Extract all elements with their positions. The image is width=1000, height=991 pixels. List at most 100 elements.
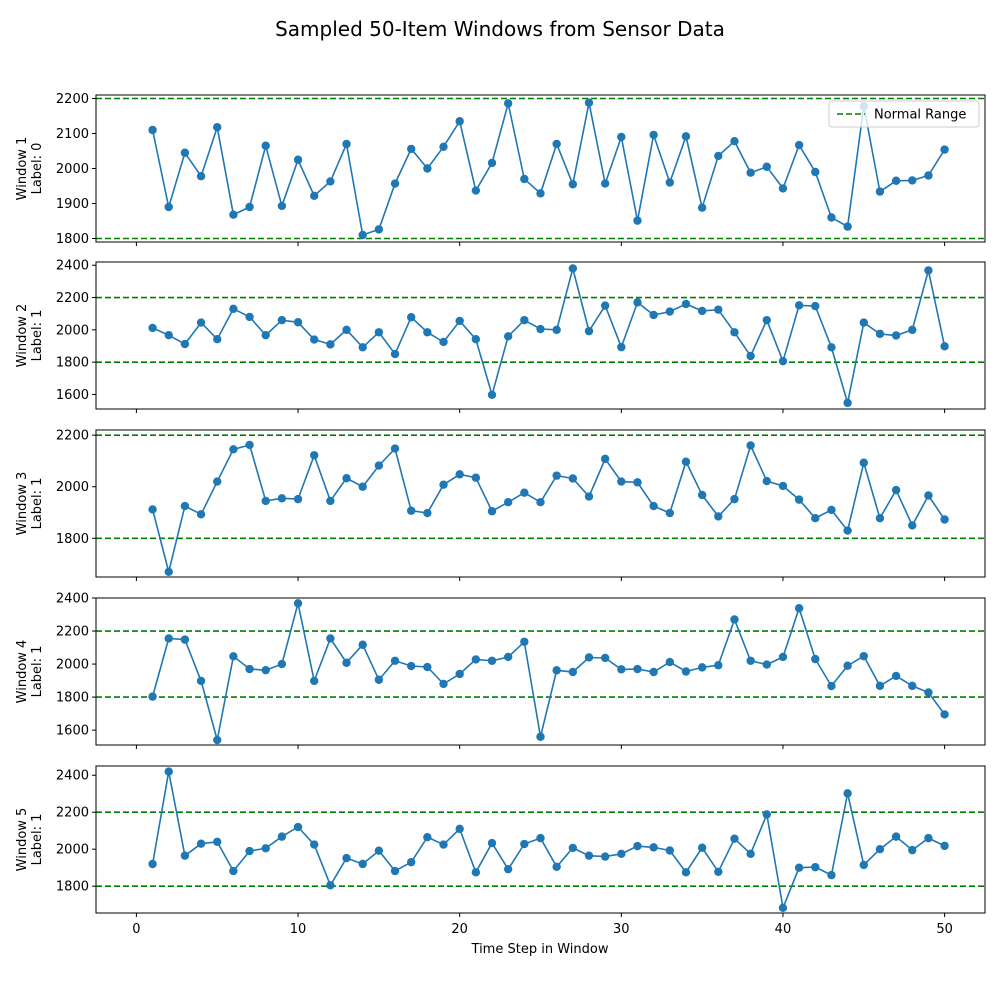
y-tick-label: 1800 bbox=[56, 232, 89, 247]
data-point bbox=[261, 141, 270, 150]
data-point bbox=[520, 839, 529, 849]
legend-box bbox=[828, 100, 980, 128]
data-point bbox=[617, 132, 626, 142]
data-point bbox=[164, 634, 173, 643]
data-point bbox=[697, 490, 707, 500]
data-point bbox=[277, 201, 287, 211]
data-point bbox=[342, 658, 351, 667]
data-point bbox=[374, 675, 384, 684]
y-tick-label: 2200 bbox=[56, 291, 89, 306]
data-point bbox=[746, 441, 755, 450]
data-point bbox=[908, 681, 917, 691]
data-point bbox=[277, 832, 287, 841]
data-point bbox=[649, 667, 658, 677]
data-point bbox=[180, 851, 190, 860]
data-point bbox=[552, 471, 561, 480]
data-point bbox=[358, 482, 367, 491]
data-point bbox=[875, 514, 885, 523]
y-axis-label-line2: Label: 0 bbox=[30, 143, 45, 195]
data-point bbox=[245, 664, 254, 674]
data-point bbox=[423, 164, 432, 173]
data-point bbox=[633, 298, 642, 307]
data-point bbox=[665, 508, 675, 518]
data-point bbox=[520, 174, 529, 184]
subplot-window-1: 1800 1900 2000 2100 2200 Window 1Label: 0 Norm… bbox=[15, 92, 986, 247]
data-point bbox=[520, 488, 529, 497]
data-point bbox=[891, 832, 901, 841]
data-point bbox=[213, 837, 222, 847]
data-point bbox=[180, 635, 190, 644]
x-tick-label: 0 bbox=[132, 922, 140, 937]
data-point bbox=[730, 834, 739, 843]
data-point bbox=[924, 266, 933, 275]
data-point bbox=[681, 868, 691, 877]
data-point bbox=[487, 158, 497, 168]
data-point bbox=[746, 656, 755, 665]
data-point bbox=[310, 840, 319, 849]
y-tick-label: 1800 bbox=[56, 880, 89, 895]
data-point bbox=[148, 323, 157, 333]
data-point bbox=[891, 485, 901, 495]
data-point bbox=[520, 315, 529, 325]
y-tick-label: 2200 bbox=[56, 625, 89, 640]
data-point bbox=[261, 665, 270, 675]
y-tick-label: 2400 bbox=[56, 769, 89, 784]
data-point bbox=[794, 301, 804, 310]
data-point bbox=[196, 172, 206, 181]
data-point bbox=[568, 264, 578, 273]
data-point bbox=[213, 735, 222, 745]
y-tick-label: 2200 bbox=[56, 429, 89, 444]
data-point bbox=[536, 324, 545, 334]
data-point bbox=[633, 664, 642, 674]
data-point bbox=[520, 637, 529, 646]
data-point bbox=[229, 866, 238, 876]
data-point bbox=[293, 822, 303, 832]
y-tick-label: 2000 bbox=[56, 480, 89, 495]
data-point bbox=[681, 457, 691, 466]
data-point bbox=[342, 139, 351, 149]
data-point bbox=[762, 476, 771, 486]
data-point bbox=[714, 661, 723, 670]
data-point bbox=[245, 440, 254, 450]
data-point bbox=[439, 679, 448, 689]
data-point bbox=[164, 202, 173, 212]
data-point bbox=[196, 510, 206, 519]
data-point bbox=[843, 789, 852, 798]
data-point bbox=[277, 315, 287, 325]
data-point bbox=[374, 461, 384, 470]
data-point bbox=[148, 859, 157, 869]
data-point bbox=[390, 349, 400, 359]
data-point bbox=[843, 526, 852, 535]
data-point bbox=[439, 840, 448, 849]
data-point bbox=[568, 667, 578, 677]
data-point bbox=[908, 521, 917, 530]
data-point bbox=[164, 567, 173, 577]
data-point bbox=[908, 176, 917, 185]
data-point bbox=[811, 301, 820, 311]
x-tick-label: 50 bbox=[936, 922, 953, 937]
data-point bbox=[584, 653, 594, 662]
data-point bbox=[584, 326, 594, 336]
data-point bbox=[536, 833, 545, 843]
data-point bbox=[358, 230, 367, 240]
data-point bbox=[811, 167, 820, 177]
data-point bbox=[261, 844, 270, 853]
subplot-grid: 1800 1900 2000 2100 2200 Window 1Label: 0 Norm… bbox=[15, 92, 986, 937]
data-point bbox=[406, 857, 416, 867]
data-point bbox=[229, 445, 238, 454]
data-point bbox=[326, 340, 335, 349]
data-point bbox=[552, 862, 561, 871]
data-point bbox=[908, 325, 917, 335]
data-point bbox=[374, 846, 384, 855]
data-point bbox=[423, 832, 432, 842]
y-tick-label: 2200 bbox=[56, 806, 89, 821]
data-point bbox=[681, 299, 691, 309]
data-point bbox=[940, 515, 949, 524]
data-point bbox=[293, 318, 303, 327]
data-point bbox=[891, 671, 901, 681]
data-point bbox=[390, 179, 400, 188]
y-axis-label: Window 4Label: 1 bbox=[15, 640, 45, 704]
data-point bbox=[714, 305, 723, 314]
data-point bbox=[875, 681, 885, 691]
